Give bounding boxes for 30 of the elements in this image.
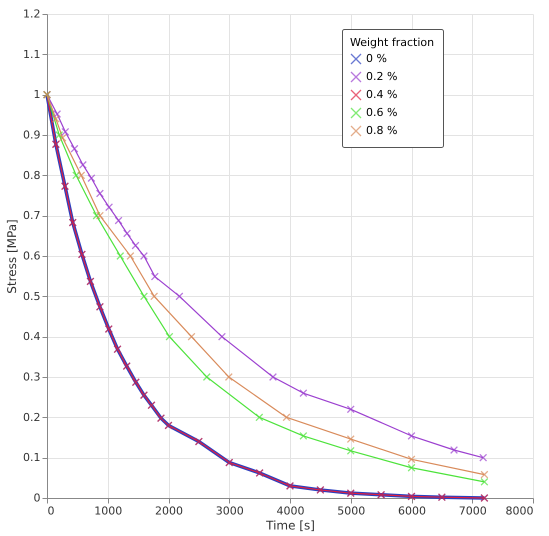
y-tick-label: 1.2 bbox=[23, 8, 40, 20]
y-axis-title: Stress [MPa] bbox=[5, 219, 20, 294]
legend-label: 0 % bbox=[366, 52, 387, 65]
legend-title: Weight fraction bbox=[350, 36, 434, 49]
y-tick-label: 0 bbox=[34, 492, 40, 504]
y-tick-label: 0.2 bbox=[23, 410, 40, 424]
x-tick-label: 3000 bbox=[216, 504, 244, 518]
y-tick-label: 0.1 bbox=[23, 451, 40, 464]
x-tick-label: 8000 bbox=[506, 504, 534, 518]
y-tick-label: 0.8 bbox=[23, 168, 40, 182]
y-tick-label: 0.6 bbox=[23, 250, 40, 262]
x-tick-label: 6000 bbox=[398, 504, 426, 518]
x-tick-label: 0 bbox=[48, 504, 54, 518]
y-tick-label: 0.3 bbox=[23, 370, 40, 384]
legend-label: 0.8 % bbox=[366, 124, 398, 137]
y-tick-label: 1 bbox=[34, 88, 40, 102]
x-tick-label: 7000 bbox=[458, 504, 487, 518]
x-tick-label: 2000 bbox=[155, 504, 183, 518]
legend-label: 0.6 % bbox=[366, 106, 398, 119]
y-tick-label: 0.7 bbox=[23, 209, 40, 222]
y-tick-label: 1.1 bbox=[23, 48, 40, 61]
x-tick-label: 1000 bbox=[94, 504, 122, 518]
x-tick-label: 4000 bbox=[276, 504, 304, 518]
y-tick-label: 0.9 bbox=[23, 128, 40, 142]
x-tick-label: 5000 bbox=[337, 504, 366, 518]
x-axis-title: Time [s] bbox=[265, 518, 315, 532]
legend-label: 0.2 % bbox=[366, 70, 398, 83]
y-tick-label: 0.4 bbox=[23, 330, 40, 344]
y-tick-label: 0.5 bbox=[23, 290, 40, 303]
legend-label: 0.4 % bbox=[366, 88, 398, 101]
